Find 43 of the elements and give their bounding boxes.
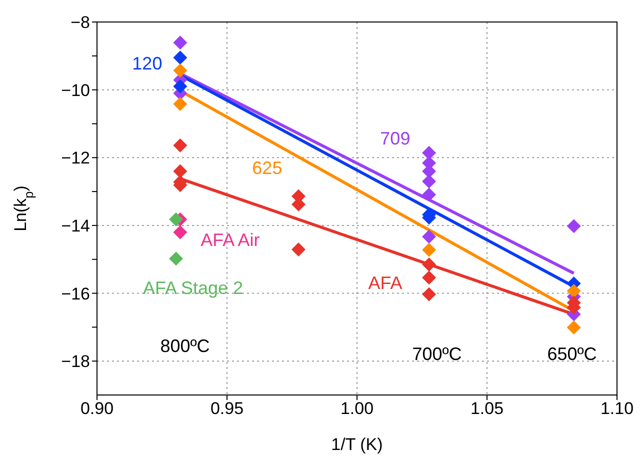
point [173,138,188,152]
y-tick-label: −10 [61,80,90,100]
y-tick-label: −12 [61,148,90,168]
point [422,174,436,188]
series-label: AFA Stage 2 [143,278,244,298]
x-tick-label: 0.90 [80,399,114,418]
x-tick-label: 1.00 [340,399,374,418]
point [422,270,436,285]
point [173,97,188,112]
point [173,36,188,50]
point [566,284,581,298]
y-tick-label: −16 [61,284,90,304]
y-tick-label: −8 [70,13,90,32]
y-tick-label: −14 [61,216,90,236]
point [173,79,188,94]
point [422,257,436,272]
point [422,146,436,160]
annotation: 800ºC [160,336,210,356]
x-tick-label: 1.05 [470,399,504,418]
text: 625 [252,158,282,178]
x-tick-label: 1.10 [600,399,634,418]
point [292,242,306,257]
annotation: 650ºC [547,344,597,364]
point [169,252,184,266]
series-label: AFA Air [200,230,260,250]
x-axis-title: 1/T (K) [331,435,383,454]
point [422,230,436,244]
point [422,188,436,202]
point [173,164,188,178]
point [566,320,581,335]
x-tick-label: 0.95 [210,399,244,418]
series-label: AFA [368,273,402,294]
point [422,287,436,302]
series-label: 709 [380,128,410,148]
point [169,212,184,226]
point [173,225,188,240]
y-tick-label: −18 [61,352,90,372]
point [566,219,581,234]
series-label: 120 [132,53,162,74]
annotation: 700ºC [412,344,462,364]
point [173,50,188,65]
point [173,63,188,78]
point [422,242,436,257]
